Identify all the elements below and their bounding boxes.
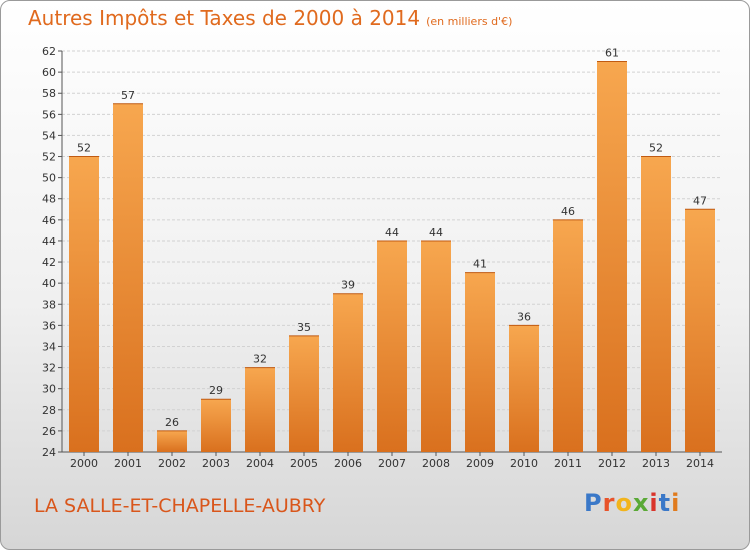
bar (553, 219, 583, 452)
y-tick-label: 38 (42, 298, 56, 311)
y-tick-label: 48 (42, 193, 56, 206)
y-tick-label: 62 (42, 45, 56, 58)
y-tick-label: 46 (42, 214, 56, 227)
x-tick-label: 2008 (422, 457, 450, 470)
bar (641, 156, 671, 453)
logo-letter: i (671, 489, 681, 517)
y-tick-label: 50 (42, 172, 56, 185)
logo-letter: t (658, 489, 672, 517)
logo-letter: o (615, 489, 633, 517)
chart-title-text: Autres Impôts et Taxes de 2000 à 2014 (28, 6, 421, 30)
y-tick-label: 42 (42, 256, 56, 269)
bar-value-label: 32 (253, 353, 267, 366)
bar-value-label: 36 (517, 310, 531, 323)
x-tick-label: 2004 (246, 457, 274, 470)
bar-value-label: 39 (341, 279, 355, 292)
chart-subtitle: (en milliers d'€) (426, 15, 513, 28)
y-tick-label: 60 (42, 66, 56, 79)
y-tick-label: 44 (42, 235, 56, 248)
y-tick-label: 26 (42, 425, 56, 438)
bar (157, 430, 187, 452)
x-tick-label: 2009 (466, 457, 494, 470)
bar-value-label: 61 (605, 47, 619, 60)
bar-value-label: 52 (77, 142, 91, 155)
x-tick-label: 2000 (70, 457, 98, 470)
y-tick-label: 52 (42, 151, 56, 164)
y-tick-label: 34 (42, 340, 56, 353)
logo-letter: x (632, 489, 650, 517)
x-tick-label: 2007 (378, 457, 406, 470)
x-tick-label: 2005 (290, 457, 318, 470)
y-tick-label: 40 (42, 277, 56, 290)
chart-title: Autres Impôts et Taxes de 2000 à 2014 (en… (28, 6, 512, 30)
bar (333, 293, 363, 452)
y-tick-label: 58 (42, 87, 56, 100)
bar (113, 103, 143, 453)
bar (377, 240, 407, 452)
bar (597, 61, 627, 452)
bar (421, 240, 451, 452)
bar (289, 335, 319, 452)
logo-letter: i (649, 489, 659, 517)
y-tick-label: 24 (42, 446, 56, 459)
bar (245, 367, 275, 452)
bar (685, 209, 715, 452)
x-axis: 2000 2001 2002 2003 2004 2005 2006 2007 2008 2009… (70, 452, 714, 470)
y-tick-label: 32 (42, 362, 56, 375)
bar-value-label: 47 (693, 194, 707, 207)
y-tick-label: 30 (42, 383, 56, 396)
x-tick-label: 2002 (158, 457, 186, 470)
bar-value-label: 44 (429, 226, 443, 239)
logo-letter: P (584, 489, 603, 517)
bar-value-label: 41 (473, 258, 487, 271)
y-tick-label: 56 (42, 108, 56, 121)
bar (69, 156, 99, 453)
bar-value-label: 26 (165, 416, 179, 429)
y-tick-label: 36 (42, 319, 56, 332)
y-tick-label: 54 (42, 129, 56, 142)
bar-value-label: 44 (385, 226, 399, 239)
x-tick-label: 2001 (114, 457, 142, 470)
bar-value-label: 52 (649, 142, 663, 155)
bar-value-label: 57 (121, 89, 135, 102)
logo-letter: r (602, 489, 616, 517)
x-tick-label: 2003 (202, 457, 230, 470)
bar-value-label: 46 (561, 205, 575, 218)
proxiti-logo: Proxiti (584, 489, 680, 517)
x-tick-label: 2014 (686, 457, 714, 470)
x-tick-label: 2012 (598, 457, 626, 470)
bar-value-label: 35 (297, 321, 311, 334)
bars: 52 57 26 29 32 35 39 44 44 41 36 46 61 52 47 (69, 47, 715, 453)
y-tick-label: 28 (42, 404, 56, 417)
bar (201, 399, 231, 452)
bar (509, 325, 539, 452)
x-tick-label: 2013 (642, 457, 670, 470)
bar (465, 272, 495, 452)
x-tick-label: 2010 (510, 457, 538, 470)
x-tick-label: 2006 (334, 457, 362, 470)
commune-name: LA SALLE-ET-CHAPELLE-AUBRY (34, 495, 326, 517)
x-tick-label: 2011 (554, 457, 582, 470)
bar-value-label: 29 (209, 384, 223, 397)
